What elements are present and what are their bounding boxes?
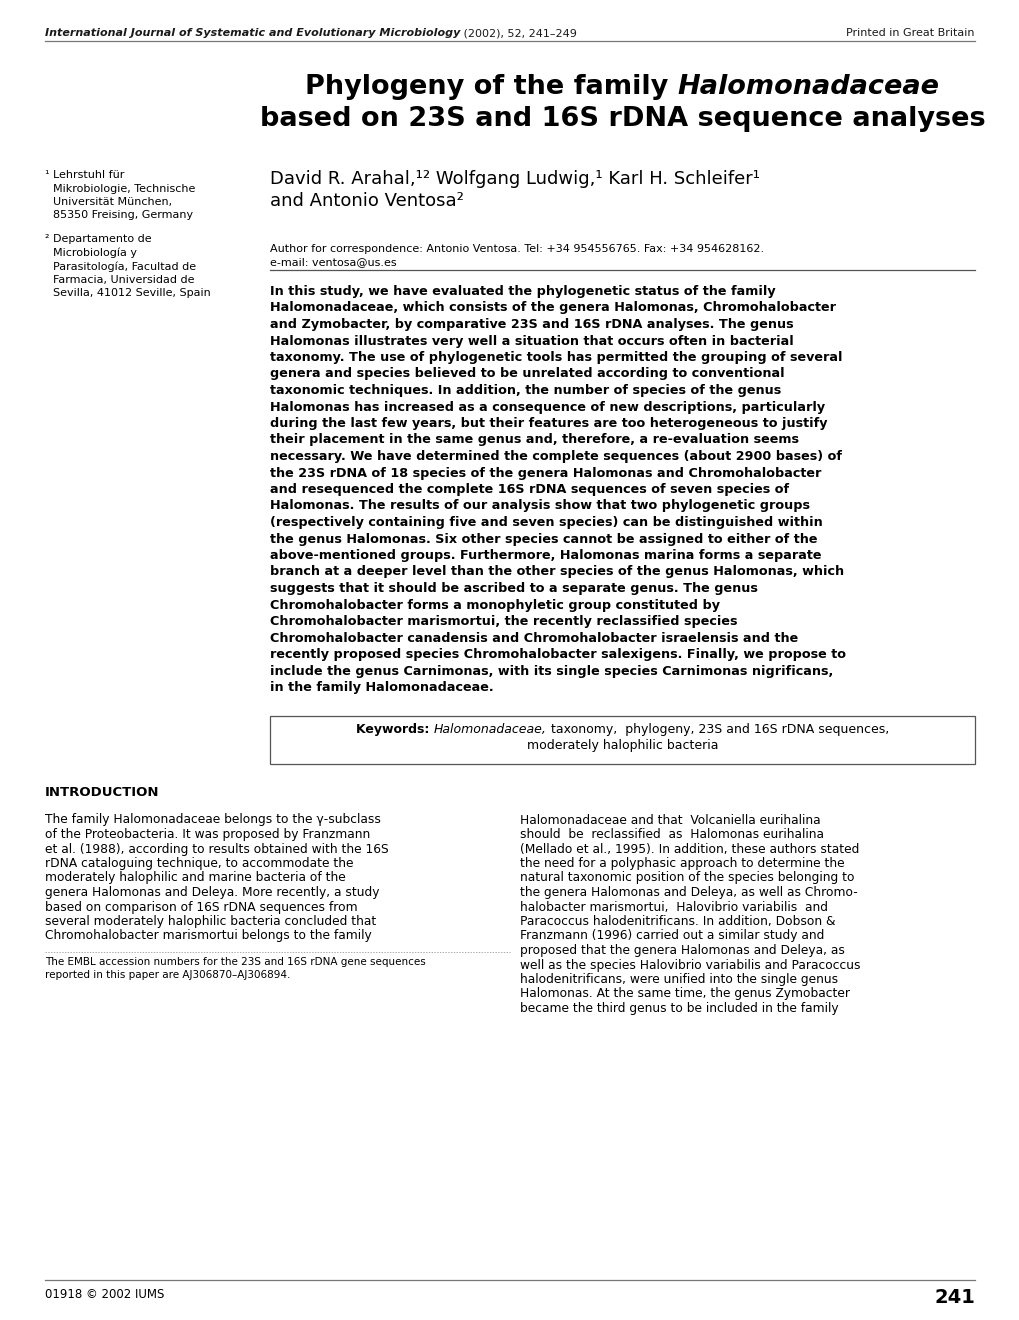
Text: several moderately halophilic bacteria concluded that: several moderately halophilic bacteria c… <box>45 915 376 928</box>
Text: (respectively containing five and seven species) can be distinguished within: (respectively containing five and seven … <box>270 516 822 529</box>
Text: recently proposed species Chromohalobacter salexigens. Finally, we propose to: recently proposed species Chromohalobact… <box>270 648 845 661</box>
Text: natural taxonomic position of the species belonging to: natural taxonomic position of the specie… <box>520 871 854 884</box>
Text: Printed in Great Britain: Printed in Great Britain <box>846 28 974 38</box>
Text: Author for correspondence: Antonio Ventosa. Tel: +34 954556765. Fax: +34 9546281: Author for correspondence: Antonio Vento… <box>270 244 763 253</box>
Text: Halomonas. At the same time, the genus Zymobacter: Halomonas. At the same time, the genus Z… <box>520 987 849 1001</box>
Text: moderately halophilic and marine bacteria of the: moderately halophilic and marine bacteri… <box>45 871 345 884</box>
Text: Halomonadaceae: Halomonadaceae <box>678 74 938 100</box>
Text: (Mellado et al., 1995). In addition, these authors stated: (Mellado et al., 1995). In addition, the… <box>520 842 859 855</box>
Text: David R. Arahal,¹² Wolfgang Ludwig,¹ Karl H. Schleifer¹: David R. Arahal,¹² Wolfgang Ludwig,¹ Kar… <box>270 170 759 187</box>
Text: 85350 Freising, Germany: 85350 Freising, Germany <box>53 210 193 220</box>
Text: based on 23S and 16S rDNA sequence analyses: based on 23S and 16S rDNA sequence analy… <box>260 106 984 132</box>
Text: Microbiología y: Microbiología y <box>53 248 137 257</box>
Text: the need for a polyphasic approach to determine the: the need for a polyphasic approach to de… <box>520 857 844 870</box>
Text: Keywords:: Keywords: <box>356 723 433 737</box>
Text: Parasitología, Facultad de: Parasitología, Facultad de <box>53 261 196 272</box>
Text: genera Halomonas and Deleya. More recently, a study: genera Halomonas and Deleya. More recent… <box>45 886 379 899</box>
Text: and Antonio Ventosa²: and Antonio Ventosa² <box>270 191 464 210</box>
Text: well as the species Halovibrio variabilis and Paracoccus: well as the species Halovibrio variabili… <box>520 958 860 972</box>
Text: and Zymobacter, by comparative 23S and 16S rDNA analyses. The genus: and Zymobacter, by comparative 23S and 1… <box>270 318 793 331</box>
Text: rDNA cataloguing technique, to accommodate the: rDNA cataloguing technique, to accommoda… <box>45 857 354 870</box>
Text: The family Halomonadaceae belongs to the γ-subclass: The family Halomonadaceae belongs to the… <box>45 813 380 826</box>
Text: Chromohalobacter marismortui belongs to the family: Chromohalobacter marismortui belongs to … <box>45 929 371 942</box>
Text: INTRODUCTION: INTRODUCTION <box>45 785 159 799</box>
Text: halobacter marismortui,  Halovibrio variabilis  and: halobacter marismortui, Halovibrio varia… <box>520 900 827 913</box>
Text: above-mentioned groups. Furthermore, Halomonas marina forms a separate: above-mentioned groups. Furthermore, Hal… <box>270 549 820 562</box>
Text: their placement in the same genus and, therefore, a re-evaluation seems: their placement in the same genus and, t… <box>270 433 798 446</box>
Text: in the family Halomonadaceae.: in the family Halomonadaceae. <box>270 681 493 694</box>
Text: Chromohalobacter canadensis and Chromohalobacter israelensis and the: Chromohalobacter canadensis and Chromoha… <box>270 631 798 644</box>
Text: should  be  reclassified  as  Halomonas eurihalina: should be reclassified as Halomonas euri… <box>520 828 823 841</box>
Text: the 23S rDNA of 18 species of the genera Halomonas and Chromohalobacter: the 23S rDNA of 18 species of the genera… <box>270 466 820 479</box>
Text: halodenitrificans, were unified into the single genus: halodenitrificans, were unified into the… <box>520 973 838 986</box>
Text: Phylogeny of the family: Phylogeny of the family <box>305 74 678 100</box>
Text: became the third genus to be included in the family: became the third genus to be included in… <box>520 1002 838 1015</box>
Text: of the Proteobacteria. It was proposed by Franzmann: of the Proteobacteria. It was proposed b… <box>45 828 370 841</box>
Text: Chromohalobacter marismortui, the recently reclassified species: Chromohalobacter marismortui, the recent… <box>270 615 737 628</box>
Text: Farmacia, Universidad de: Farmacia, Universidad de <box>53 275 195 285</box>
Text: suggests that it should be ascribed to a separate genus. The genus: suggests that it should be ascribed to a… <box>270 582 757 595</box>
Text: Mikrobiologie, Technische: Mikrobiologie, Technische <box>53 183 196 194</box>
Text: proposed that the genera Halomonas and Deleya, as: proposed that the genera Halomonas and D… <box>520 944 844 957</box>
Text: 241: 241 <box>933 1288 974 1307</box>
Text: taxonomy,  phylogeny, 23S and 16S rDNA sequences,: taxonomy, phylogeny, 23S and 16S rDNA se… <box>546 723 889 737</box>
Text: moderately halophilic bacteria: moderately halophilic bacteria <box>526 739 717 752</box>
Text: The EMBL accession numbers for the 23S and 16S rDNA gene sequences: The EMBL accession numbers for the 23S a… <box>45 957 425 968</box>
Text: 01918 © 2002 IUMS: 01918 © 2002 IUMS <box>45 1288 164 1302</box>
Text: and resequenced the complete 16S rDNA sequences of seven species of: and resequenced the complete 16S rDNA se… <box>270 483 789 496</box>
Text: ² Departamento de: ² Departamento de <box>45 234 152 244</box>
Bar <box>270 715 974 763</box>
Text: et al. (1988), according to results obtained with the 16S: et al. (1988), according to results obta… <box>45 842 388 855</box>
Text: ¹ Lehrstuhl für: ¹ Lehrstuhl für <box>45 170 124 180</box>
Text: genera and species believed to be unrelated according to conventional: genera and species believed to be unrela… <box>270 367 784 380</box>
Text: International Journal of Systematic and Evolutionary Microbiology: International Journal of Systematic and … <box>45 28 460 38</box>
Text: Halomonas. The results of our analysis show that two phylogenetic groups: Halomonas. The results of our analysis s… <box>270 499 809 512</box>
Text: In this study, we have evaluated the phylogenetic status of the family: In this study, we have evaluated the phy… <box>270 285 774 298</box>
Text: Halomonadaceae,: Halomonadaceae, <box>433 723 546 737</box>
Text: the genera Halomonas and Deleya, as well as Chromo-: the genera Halomonas and Deleya, as well… <box>520 886 857 899</box>
Text: Sevilla, 41012 Seville, Spain: Sevilla, 41012 Seville, Spain <box>53 288 211 298</box>
Text: necessary. We have determined the complete sequences (about 2900 bases) of: necessary. We have determined the comple… <box>270 450 841 463</box>
Text: taxonomy. The use of phylogenetic tools has permitted the grouping of several: taxonomy. The use of phylogenetic tools … <box>270 351 842 364</box>
Text: taxonomic techniques. In addition, the number of species of the genus: taxonomic techniques. In addition, the n… <box>270 384 781 397</box>
Text: Universität München,: Universität München, <box>53 197 172 207</box>
Text: Halomonadaceae, which consists of the genera Halomonas, Chromohalobacter: Halomonadaceae, which consists of the ge… <box>270 301 836 314</box>
Text: Halomonas has increased as a consequence of new descriptions, particularly: Halomonas has increased as a consequence… <box>270 400 824 413</box>
Text: the genus Halomonas. Six other species cannot be assigned to either of the: the genus Halomonas. Six other species c… <box>270 532 816 545</box>
Text: Franzmann (1996) carried out a similar study and: Franzmann (1996) carried out a similar s… <box>520 929 823 942</box>
Text: Paracoccus halodenitrificans. In addition, Dobson &: Paracoccus halodenitrificans. In additio… <box>520 915 835 928</box>
Text: branch at a deeper level than the other species of the genus Halomonas, which: branch at a deeper level than the other … <box>270 565 844 578</box>
Text: (2002), 52, 241–249: (2002), 52, 241–249 <box>460 28 577 38</box>
Text: Halomonas illustrates very well a situation that occurs often in bacterial: Halomonas illustrates very well a situat… <box>270 334 793 347</box>
Text: reported in this paper are AJ306870–AJ306894.: reported in this paper are AJ306870–AJ30… <box>45 970 290 979</box>
Text: during the last few years, but their features are too heterogeneous to justify: during the last few years, but their fea… <box>270 417 826 430</box>
Text: based on comparison of 16S rDNA sequences from: based on comparison of 16S rDNA sequence… <box>45 900 358 913</box>
Text: Chromohalobacter forms a monophyletic group constituted by: Chromohalobacter forms a monophyletic gr… <box>270 598 719 611</box>
Text: Halomonadaceae and that  Volcaniella eurihalina: Halomonadaceae and that Volcaniella euri… <box>520 813 820 826</box>
Text: include the genus Carnimonas, with its single species Carnimonas nigrificans,: include the genus Carnimonas, with its s… <box>270 664 833 677</box>
Text: e-mail: ventosa@us.es: e-mail: ventosa@us.es <box>270 257 396 267</box>
